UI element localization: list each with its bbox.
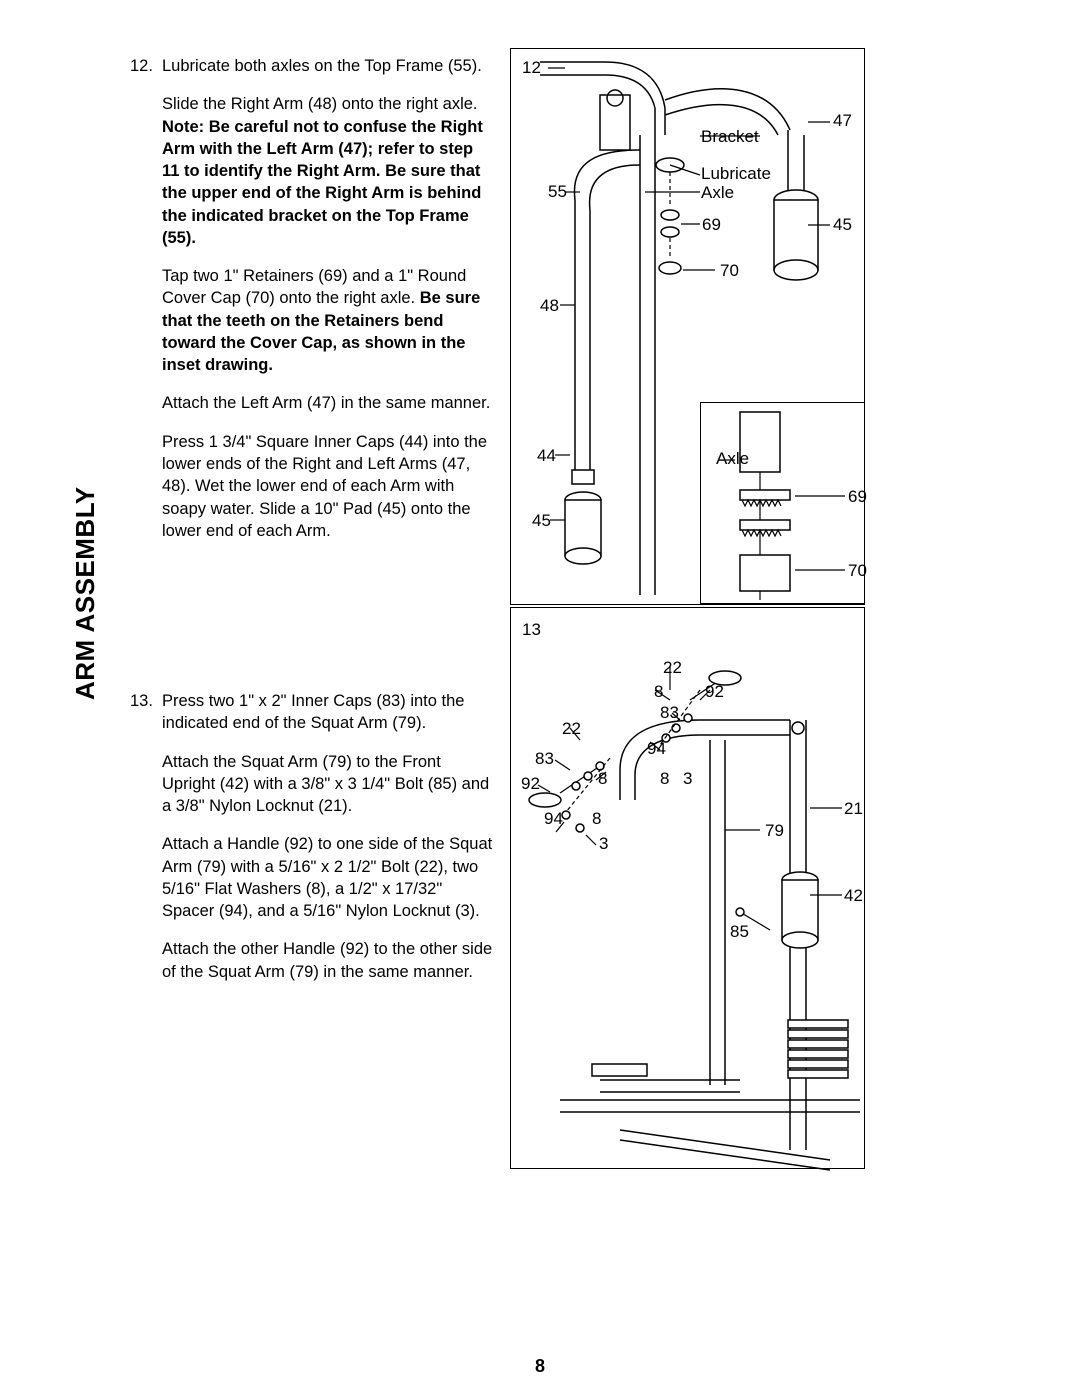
label-axle-1: Axle [701, 184, 734, 203]
label-48: 48 [540, 297, 559, 316]
label-94b: 94 [544, 810, 563, 829]
label-69b: 69 [848, 488, 867, 507]
label-69a: 69 [702, 216, 721, 235]
label-47: 47 [833, 112, 852, 131]
label-3b: 3 [599, 835, 608, 854]
label-94a: 94 [647, 740, 666, 759]
label-22b: 22 [562, 720, 581, 739]
label-55: 55 [548, 183, 567, 202]
page-number: 8 [0, 1356, 1080, 1377]
label-70a: 70 [720, 262, 739, 281]
diagram-svg [0, 0, 1080, 1397]
label-8c: 8 [660, 770, 669, 789]
label-axle-2: Axle [716, 450, 749, 469]
label-79: 79 [765, 822, 784, 841]
label-92b: 92 [521, 775, 540, 794]
label-bracket: Bracket [701, 128, 759, 147]
label-8a: 8 [654, 683, 663, 702]
label-83a: 83 [660, 704, 679, 723]
label-83b: 83 [535, 750, 554, 769]
label-70b: 70 [848, 562, 867, 581]
label-85: 85 [730, 923, 749, 942]
label-92a: 92 [705, 683, 724, 702]
label-44: 44 [537, 447, 556, 466]
label-45a: 45 [833, 216, 852, 235]
label-42: 42 [844, 887, 863, 906]
label-3a: 3 [683, 770, 692, 789]
label-22a: 22 [663, 659, 682, 678]
label-8d: 8 [592, 810, 601, 829]
label-21: 21 [844, 800, 863, 819]
label-8b: 8 [598, 770, 607, 789]
label-45b: 45 [532, 512, 551, 531]
label-lubricate: Lubricate [701, 165, 771, 184]
